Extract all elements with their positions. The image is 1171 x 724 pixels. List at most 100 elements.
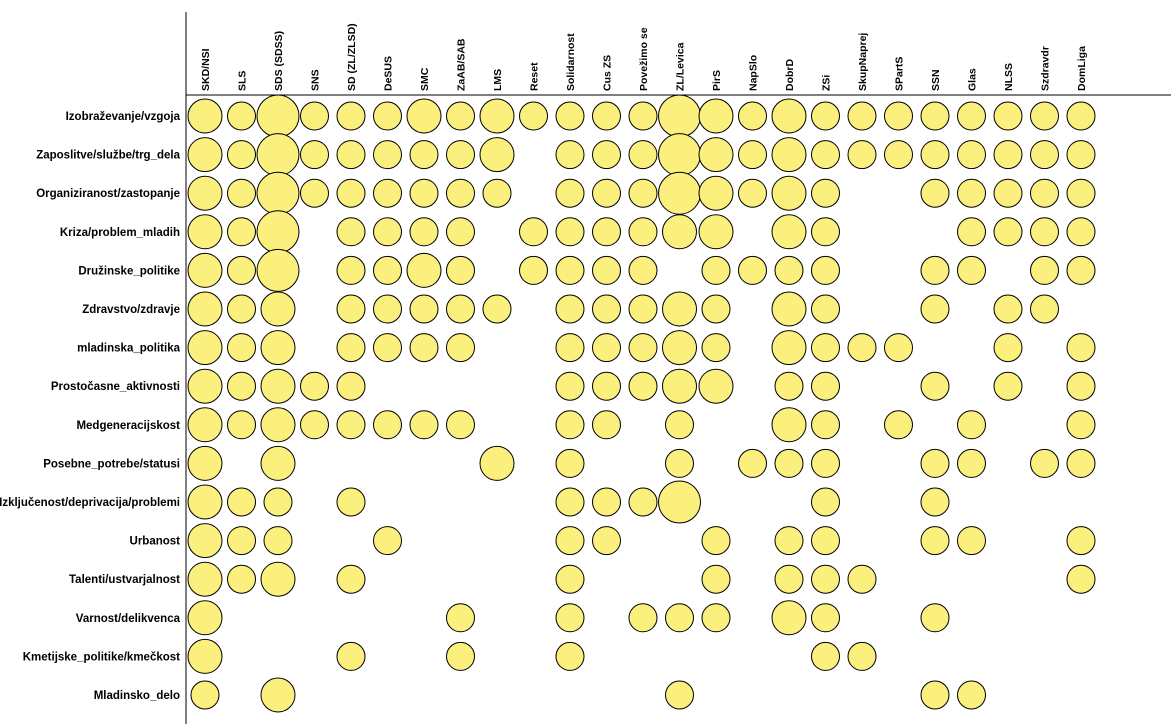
topic-label: Mladinsko_delo (94, 690, 180, 702)
bubble (811, 487, 840, 517)
bubble (771, 600, 807, 636)
bubble (446, 641, 475, 671)
bubble (1030, 448, 1059, 478)
bubble (409, 217, 439, 247)
bubble (920, 487, 950, 517)
bubble (658, 94, 701, 138)
bubble (920, 603, 950, 633)
bubble (592, 101, 621, 131)
topic-label: Posebne_potrebe/statusi (43, 458, 180, 470)
party-label: NapSlo (748, 55, 760, 91)
bubble (260, 445, 296, 481)
bubble (738, 178, 767, 208)
party-label: SNS (310, 69, 322, 91)
bubble (592, 526, 621, 556)
bubble (1066, 526, 1096, 556)
bubble (336, 101, 366, 131)
bubble (628, 217, 658, 247)
bubble (698, 137, 734, 173)
party-label: SD (ZL/ZLSD) (346, 23, 358, 91)
bubble (406, 252, 442, 288)
bubble (993, 333, 1023, 363)
bubble (300, 371, 329, 401)
bubble (662, 291, 697, 327)
topic-label: mladinska_politika (77, 343, 181, 355)
bubble (774, 564, 804, 594)
bubble (920, 680, 950, 710)
bubble (373, 178, 402, 208)
party-label: Povežimo se (638, 27, 650, 91)
bubble (1030, 255, 1059, 285)
bubble (256, 248, 300, 292)
bubble (811, 140, 840, 170)
party-label: NLSS (1003, 63, 1015, 91)
party-label: Glas (967, 68, 979, 91)
bubble (993, 140, 1023, 170)
bubble (555, 255, 585, 285)
bubble (187, 137, 223, 173)
bubble (658, 171, 701, 215)
bubble (1030, 217, 1059, 247)
bubble (811, 410, 840, 440)
bubble (263, 526, 293, 556)
bubble (771, 407, 807, 443)
topic-label: Zaposlitve/službe/trg_dela (36, 150, 180, 162)
bubble (187, 445, 223, 481)
bubble (957, 217, 986, 247)
party-label: Szdravdr (1040, 46, 1052, 91)
bubble (658, 133, 701, 177)
bubble (519, 217, 548, 247)
bubble (373, 526, 402, 556)
bubble (187, 484, 223, 520)
bubble (479, 445, 515, 481)
bubble (555, 294, 585, 324)
party-labels: SKD/NSI SLS SDS (SDSS) SNS SD (ZL/ZLSD) DeSUS… (200, 23, 1088, 91)
topic-label: Zdravstvo/zdravje (82, 304, 180, 316)
bubble (555, 448, 585, 478)
bubble (592, 371, 621, 401)
bubble (701, 526, 731, 556)
party-label: SPartS (894, 57, 906, 91)
topic-label: Izobraževanje/vzgoja (66, 111, 181, 123)
party-label: SkupNaprej (857, 33, 869, 91)
topic-label: Organiziranost/zastopanje (36, 188, 180, 200)
bubble (1066, 255, 1096, 285)
bubble (446, 294, 475, 324)
bubble (847, 140, 877, 170)
bubble (187, 523, 223, 559)
bubble (771, 98, 807, 134)
party-label: ZL/Levica (675, 42, 687, 91)
bubble (555, 564, 585, 594)
bubble (592, 294, 621, 324)
bubble (446, 101, 475, 131)
bubble (336, 641, 366, 671)
party-label: Reset (529, 62, 541, 91)
bubble (409, 140, 439, 170)
bubble (847, 641, 877, 671)
bubble (738, 448, 767, 478)
bubble (555, 410, 585, 440)
bubble (811, 294, 840, 324)
bubble (555, 333, 585, 363)
bubble (446, 217, 475, 247)
bubble (446, 178, 475, 208)
bubble (628, 255, 658, 285)
bubble (373, 140, 402, 170)
bubble (446, 410, 475, 440)
bubble (920, 371, 950, 401)
bubble (1066, 178, 1096, 208)
party-label: SSN (930, 69, 942, 91)
bubble (336, 333, 366, 363)
bubble (665, 680, 694, 710)
bubble (479, 137, 515, 173)
bubble (774, 448, 804, 478)
bubble (920, 448, 950, 478)
bubble (738, 140, 767, 170)
bubble (662, 330, 697, 366)
bubble (774, 526, 804, 556)
bubble (187, 368, 223, 404)
bubble (811, 564, 840, 594)
bubble (519, 101, 548, 131)
bubble (336, 140, 366, 170)
bubble (698, 175, 734, 211)
